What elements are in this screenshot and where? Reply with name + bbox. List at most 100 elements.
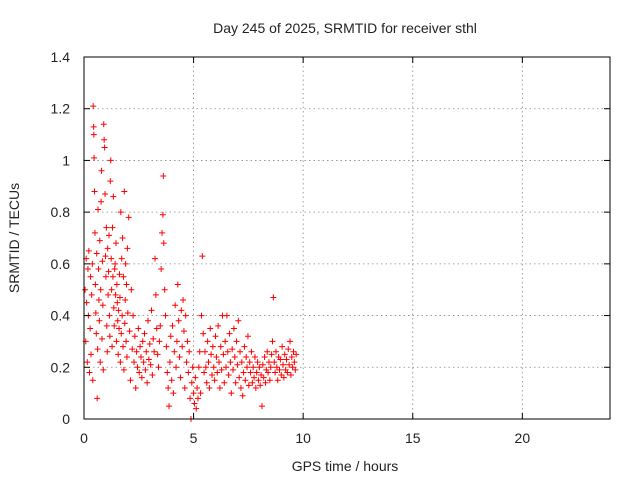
data-point bbox=[159, 229, 166, 236]
data-point bbox=[292, 366, 299, 373]
data-point bbox=[223, 364, 230, 371]
data-point bbox=[208, 372, 215, 379]
data-point bbox=[222, 338, 229, 345]
y-tick-label: 1.2 bbox=[51, 101, 71, 117]
data-point bbox=[184, 338, 191, 345]
data-point bbox=[180, 297, 187, 304]
data-point bbox=[179, 343, 186, 350]
data-point bbox=[165, 384, 172, 391]
data-point bbox=[143, 348, 150, 355]
data-point bbox=[125, 214, 132, 221]
data-point bbox=[122, 260, 129, 267]
data-point bbox=[265, 369, 272, 376]
data-point bbox=[118, 255, 125, 262]
data-point bbox=[166, 359, 173, 366]
data-point bbox=[116, 271, 123, 278]
data-point bbox=[90, 103, 97, 110]
data-point bbox=[109, 343, 116, 350]
data-point bbox=[243, 353, 250, 360]
data-point bbox=[175, 317, 182, 324]
data-point bbox=[131, 333, 138, 340]
data-point bbox=[94, 346, 101, 353]
data-point bbox=[151, 348, 158, 355]
data-point bbox=[261, 353, 268, 360]
data-point bbox=[221, 379, 228, 386]
data-point bbox=[88, 351, 95, 358]
data-point bbox=[289, 364, 296, 371]
data-point bbox=[150, 335, 157, 342]
data-point bbox=[100, 366, 107, 373]
data-point bbox=[134, 364, 141, 371]
data-point bbox=[87, 273, 94, 280]
data-point bbox=[224, 348, 231, 355]
data-point bbox=[122, 297, 129, 304]
data-point bbox=[120, 366, 127, 373]
data-point bbox=[82, 286, 89, 293]
data-point bbox=[201, 369, 208, 376]
data-point bbox=[269, 338, 276, 345]
data-point bbox=[233, 338, 240, 345]
data-point bbox=[148, 307, 155, 314]
data-point bbox=[257, 382, 264, 389]
data-point bbox=[133, 348, 140, 355]
data-point bbox=[246, 359, 253, 366]
data-point bbox=[258, 403, 265, 410]
data-point bbox=[281, 351, 288, 358]
data-point bbox=[101, 136, 108, 143]
data-point bbox=[278, 372, 285, 379]
data-point bbox=[189, 364, 196, 371]
data-point bbox=[186, 348, 193, 355]
data-point bbox=[124, 309, 131, 316]
data-point bbox=[160, 172, 167, 179]
data-point bbox=[187, 395, 194, 402]
data-point bbox=[155, 364, 162, 371]
data-point bbox=[98, 198, 105, 205]
data-point bbox=[244, 364, 251, 371]
data-point bbox=[117, 209, 124, 216]
data-point bbox=[136, 369, 143, 376]
data-point bbox=[84, 359, 91, 366]
data-point bbox=[102, 273, 109, 280]
data-point bbox=[144, 379, 151, 386]
data-point bbox=[154, 351, 161, 358]
data-point bbox=[158, 266, 165, 273]
data-point bbox=[241, 343, 248, 350]
data-point bbox=[258, 372, 265, 379]
data-point bbox=[242, 377, 249, 384]
data-point bbox=[211, 377, 218, 384]
data-point bbox=[230, 366, 237, 373]
data-point bbox=[86, 369, 93, 376]
data-point bbox=[97, 286, 104, 293]
data-point bbox=[291, 359, 298, 366]
data-point bbox=[97, 359, 104, 366]
y-tick-label: 0.6 bbox=[51, 256, 71, 272]
data-point bbox=[157, 322, 164, 329]
data-point bbox=[272, 348, 279, 355]
data-point bbox=[223, 312, 230, 319]
data-point bbox=[135, 325, 142, 332]
data-point bbox=[126, 328, 133, 335]
data-point bbox=[88, 291, 95, 298]
data-point bbox=[285, 346, 292, 353]
data-point bbox=[214, 369, 221, 376]
data-point bbox=[163, 343, 170, 350]
data-point bbox=[212, 333, 219, 340]
data-point bbox=[112, 291, 119, 298]
data-point bbox=[111, 322, 118, 329]
data-point bbox=[253, 369, 260, 376]
data-point bbox=[274, 377, 281, 384]
data-point bbox=[110, 193, 117, 200]
data-point bbox=[109, 224, 116, 231]
data-point bbox=[130, 312, 137, 319]
data-point bbox=[127, 377, 134, 384]
data-point bbox=[250, 364, 257, 371]
data-point bbox=[112, 240, 119, 247]
data-point bbox=[162, 312, 169, 319]
data-point bbox=[176, 353, 183, 360]
y-tick-label: 0 bbox=[62, 411, 70, 427]
data-point bbox=[167, 333, 174, 340]
data-point bbox=[230, 325, 237, 332]
data-point bbox=[293, 351, 300, 358]
data-point bbox=[202, 364, 209, 371]
data-point bbox=[93, 250, 100, 257]
